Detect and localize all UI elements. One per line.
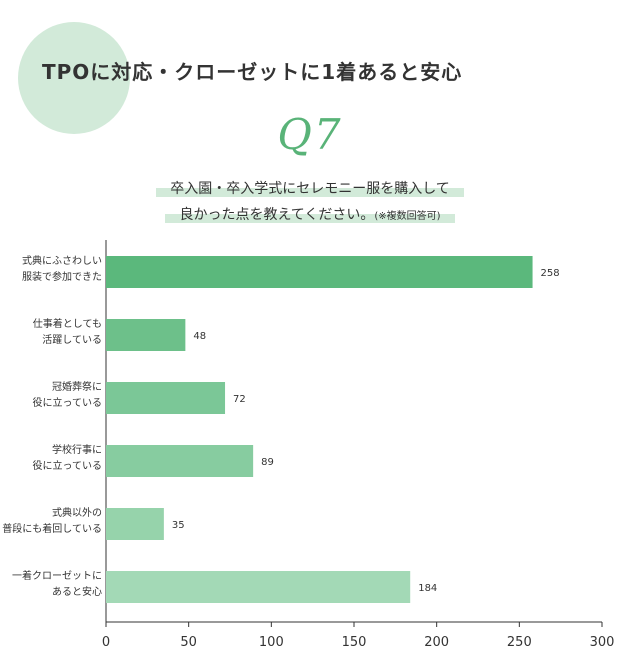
question-number: Q7 xyxy=(277,110,343,159)
category-label: 活躍している xyxy=(42,334,102,346)
category-label: 式典以外の xyxy=(52,506,102,519)
question-text-2: 良かった点を教えてください。 xyxy=(179,207,375,223)
category-label: 冠婚葬祭に xyxy=(52,380,102,393)
bar xyxy=(106,445,254,477)
question-text-1: 卒入園・卒入学式にセレモニー服を購入して xyxy=(156,178,464,198)
question-line-2: 良かった点を教えてください。(※複数回答可) xyxy=(0,204,620,224)
x-tick-label: 200 xyxy=(424,635,449,650)
data-label: 258 xyxy=(541,268,560,279)
category-label: 仕事着としても xyxy=(33,317,102,330)
x-tick-label: 300 xyxy=(590,635,615,650)
data-label: 89 xyxy=(261,457,274,468)
data-label: 184 xyxy=(418,583,437,594)
bar xyxy=(106,508,164,540)
question-note: (※複数回答可) xyxy=(374,211,441,222)
question-line-1: 卒入園・卒入学式にセレモニー服を購入して xyxy=(0,178,620,198)
question-text-2-wrap: 良かった点を教えてください。(※複数回答可) xyxy=(165,204,455,224)
category-label: あると安心 xyxy=(52,585,102,598)
bar xyxy=(106,382,226,414)
category-label: 役に立っている xyxy=(33,459,103,472)
category-label: 学校行事に xyxy=(52,443,102,456)
bar xyxy=(106,256,533,288)
x-tick-label: 150 xyxy=(342,635,367,650)
category-label: 普段にも着回している xyxy=(2,522,102,535)
category-label: 一着クローゼットに xyxy=(12,569,102,582)
category-label: 役に立っている xyxy=(33,396,103,409)
data-label: 35 xyxy=(172,520,185,531)
data-label: 48 xyxy=(193,331,206,342)
bar xyxy=(106,319,186,351)
x-tick-label: 50 xyxy=(180,635,197,650)
decorative-circle xyxy=(18,22,130,134)
x-tick-label: 100 xyxy=(259,635,284,650)
category-label: 式典にふさわしい xyxy=(22,254,102,267)
x-tick-label: 250 xyxy=(507,635,532,650)
page-title: TPOに対応・クローゼットに1着あると安心 xyxy=(42,60,463,84)
category-label: 服装で参加できた xyxy=(22,270,102,283)
bar xyxy=(106,571,411,603)
x-tick-label: 0 xyxy=(102,635,110,650)
data-label: 72 xyxy=(233,394,246,405)
